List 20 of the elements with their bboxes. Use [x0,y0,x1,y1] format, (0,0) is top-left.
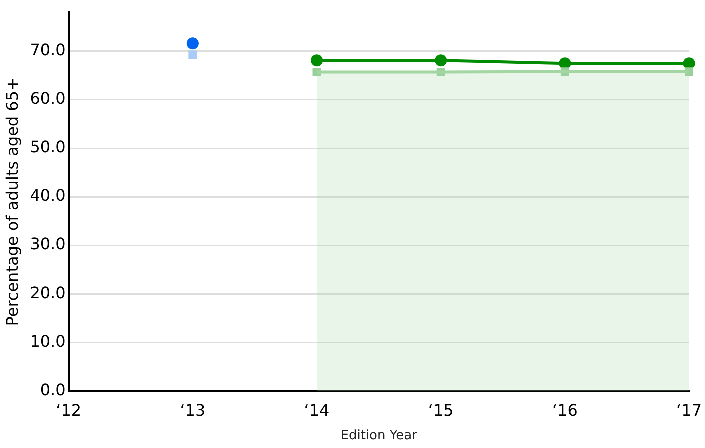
y-tick-label: 50.0 [30,138,66,157]
y-tick-label: 30.0 [30,234,66,254]
point [311,54,324,67]
y-tick-label: 40.0 [30,186,66,206]
point [188,50,198,60]
x-axis-title: Edition Year [340,428,418,444]
x-tick-label: ‘15 [428,400,454,420]
y-tick-label: 0.0 [40,380,66,400]
y-axis-title: Percentage of adults aged 65+ [2,78,22,326]
y-tick-label: 20.0 [30,283,66,302]
point [186,38,199,50]
x-tick-label: ‘12 [56,400,82,420]
x-tick-label: ‘14 [304,400,330,420]
y-tick-label: 60.0 [30,89,66,108]
y-tick-label: 70.0 [30,40,66,60]
x-tick-label: ‘16 [552,400,578,420]
y-tick-label: 10.0 [30,332,66,351]
point [435,54,448,67]
x-tick-label: ‘17 [676,400,702,420]
x-tick-label: ‘13 [180,400,206,420]
